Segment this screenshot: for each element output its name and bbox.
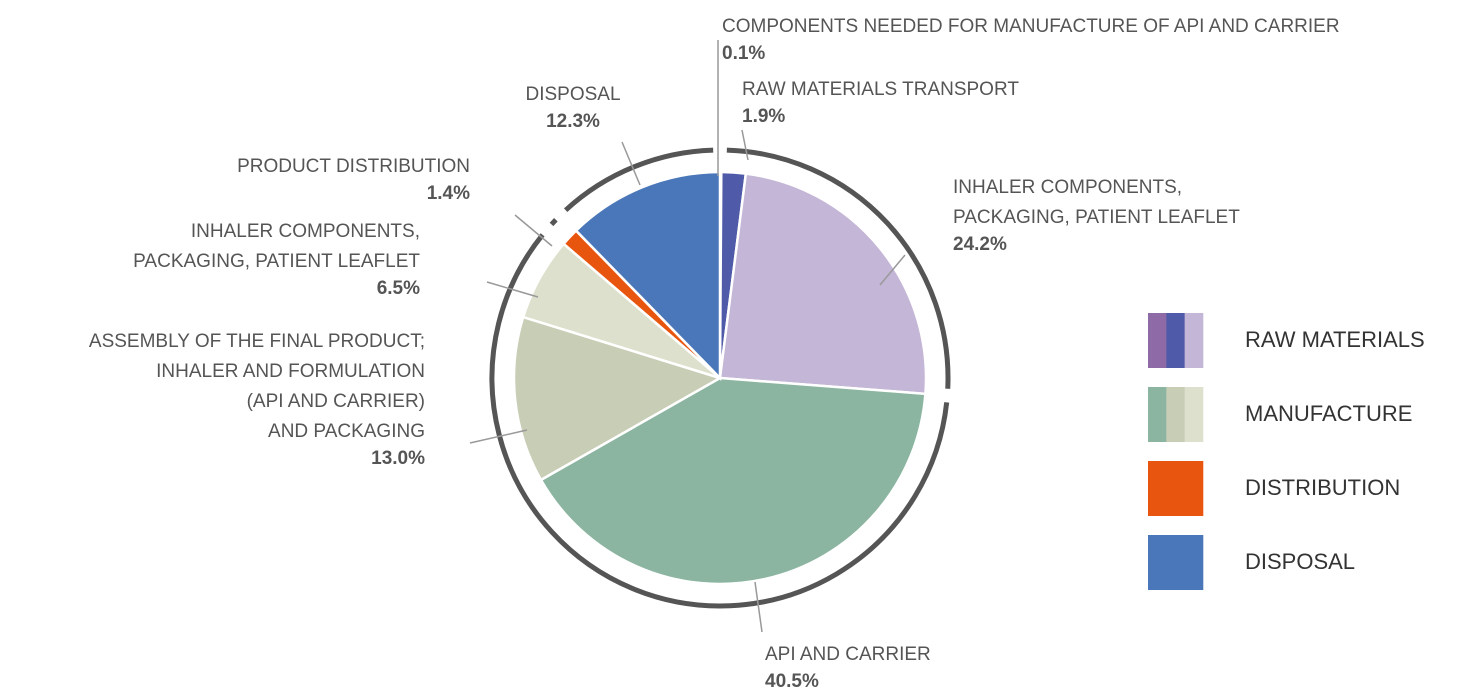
group-arc	[549, 218, 558, 227]
slice-label: RAW MATERIALS TRANSPORT	[742, 79, 1019, 100]
slice-label: DISPOSAL	[525, 84, 620, 105]
slice-label: COMPONENTS NEEDED FOR MANUFACTURE OF API…	[722, 16, 1340, 37]
legend-label: RAW MATERIALS	[1245, 327, 1425, 352]
slice-value: 13.0%	[371, 448, 425, 469]
slice-value: 24.2%	[953, 234, 1007, 255]
slice-value: 1.4%	[427, 183, 470, 204]
slice-label: INHALER AND FORMULATION	[156, 361, 425, 382]
leader-line	[486, 281, 539, 298]
slice-label: AND PACKAGING	[268, 421, 425, 442]
pie-slice	[512, 315, 724, 482]
legend-swatch	[1148, 313, 1167, 368]
group-arc	[489, 233, 950, 609]
leader-line	[741, 129, 749, 161]
leader-line	[469, 429, 528, 444]
slice-label: PRODUCT DISTRIBUTION	[237, 156, 470, 177]
slice-value: 0.1%	[722, 43, 765, 64]
slice-label: (API AND CARRIER)	[247, 391, 425, 412]
group-arc	[563, 147, 714, 213]
legend-swatch	[1148, 387, 1167, 442]
legend-swatch	[1148, 461, 1204, 516]
leader-line	[621, 141, 641, 186]
pie-slice	[539, 376, 927, 586]
legend-label: DISPOSAL	[1245, 549, 1355, 574]
slice-label: INHALER COMPONENTS,	[191, 221, 420, 242]
slice-label: API AND CARRIER	[765, 644, 931, 665]
leader-line	[514, 214, 553, 247]
slice-value: 6.5%	[377, 278, 420, 299]
pie-slice	[718, 172, 928, 396]
legend-swatch	[1166, 387, 1185, 442]
legend-label: MANUFACTURE	[1245, 401, 1412, 426]
pie-slice	[574, 170, 722, 382]
legend-swatch	[1166, 313, 1185, 368]
group-arc	[726, 147, 951, 389]
slice-label: PACKAGING, PATIENT LEAFLET	[953, 207, 1240, 228]
slice-label: PACKAGING, PATIENT LEAFLET	[133, 251, 420, 272]
slice-value: 1.9%	[742, 106, 785, 127]
legend-swatch	[1184, 387, 1204, 442]
slice-label: ASSEMBLY OF THE FINAL PRODUCT;	[89, 331, 425, 352]
leader-line	[879, 254, 906, 286]
legend-swatch	[1148, 535, 1204, 590]
leader-line	[754, 581, 763, 633]
slice-value: 12.3%	[546, 111, 600, 132]
legend-swatch	[1184, 313, 1204, 368]
legend-label: DISTRIBUTION	[1245, 475, 1400, 500]
slice-label: INHALER COMPONENTS,	[953, 177, 1182, 198]
slice-value: 40.5%	[765, 671, 819, 692]
